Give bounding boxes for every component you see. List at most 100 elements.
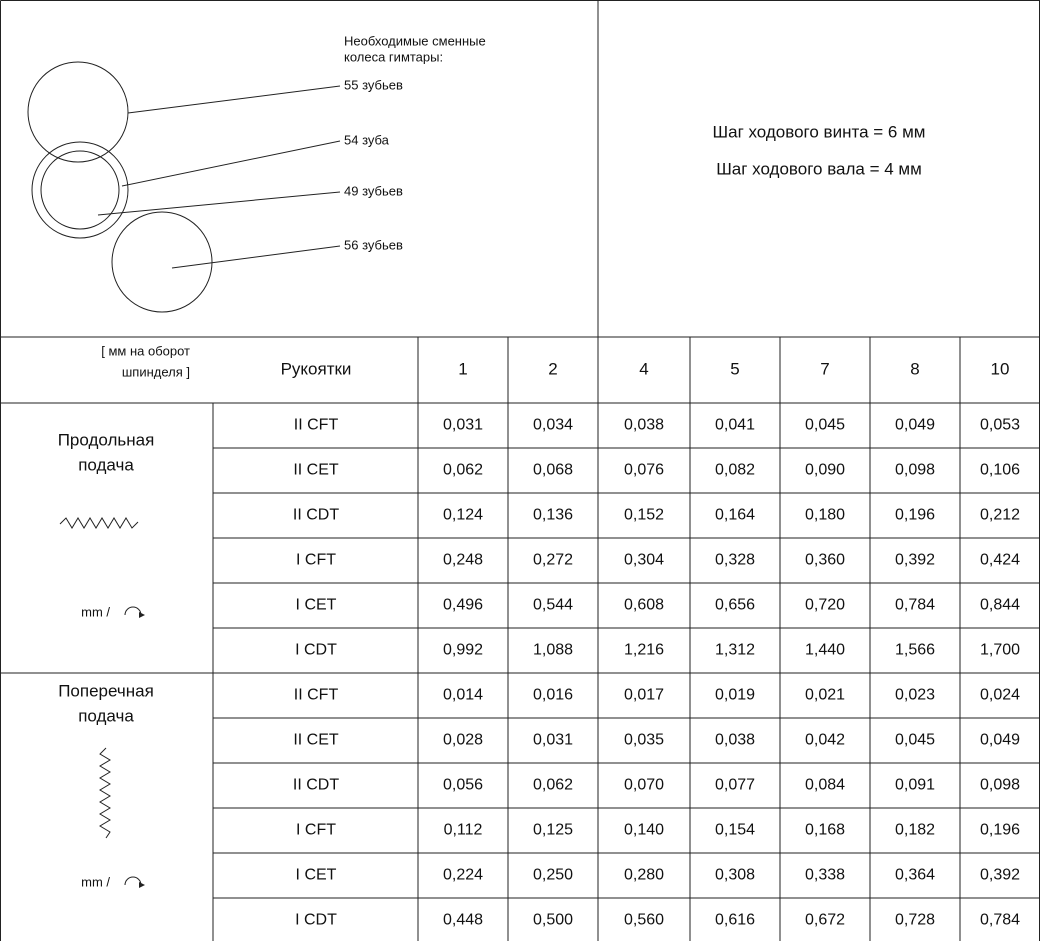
cell-value: 0,392	[895, 552, 935, 569]
cell-value: 0,084	[805, 777, 845, 794]
handle: II CDT	[293, 777, 339, 794]
cell-value: 0,112	[444, 822, 483, 839]
cell-value: 1,700	[980, 642, 1020, 659]
cell-value: 0,068	[533, 462, 573, 479]
cell-value: 0,031	[443, 417, 483, 434]
cell-value: 0,168	[805, 822, 845, 839]
cell-value: 0,062	[443, 462, 483, 479]
cell-value: 0,056	[443, 777, 483, 794]
cell-value: 0,021	[805, 687, 845, 704]
cell-value: 0,784	[980, 912, 1020, 929]
spring-vertical	[99, 747, 111, 839]
cell-value: 0,544	[533, 597, 573, 614]
column-header: 4	[639, 359, 648, 378]
cell-value: 0,038	[624, 417, 664, 434]
cell-value: 0,053	[980, 417, 1020, 434]
cell-value: 0,045	[805, 417, 845, 434]
cell-value: 0,098	[980, 777, 1020, 794]
corner-label: [ мм на оборот	[101, 343, 190, 358]
cell-value: 0,028	[443, 732, 483, 749]
cell-value: 0,182	[895, 822, 935, 839]
cell-value: 0,424	[980, 552, 1020, 569]
cell-value: 0,125	[533, 822, 573, 839]
gear-label: 55 зубьев	[344, 77, 403, 92]
cell-value: 0,076	[624, 462, 664, 479]
gear-label: 54 зуба	[344, 132, 390, 147]
pitch-text: Шаг ходового винта = 6 мм	[713, 122, 926, 141]
section-label: подача	[78, 455, 134, 474]
cell-value: 0,196	[895, 507, 935, 524]
handle: II CFT	[294, 417, 339, 434]
cell-value: 0,338	[805, 867, 845, 884]
section-label: подача	[78, 706, 134, 725]
cell-value: 0,212	[980, 507, 1020, 524]
cell-value: 0,152	[624, 507, 664, 524]
cell-value: 0,024	[980, 687, 1020, 704]
cell-value: 0,608	[624, 597, 664, 614]
cell-value: 0,077	[715, 777, 755, 794]
handle: I CDT	[295, 642, 337, 659]
cell-value: 0,360	[805, 552, 845, 569]
cell-value: 0,034	[533, 417, 573, 434]
handle: I CFT	[296, 552, 336, 569]
cell-value: 0,017	[624, 687, 664, 704]
cell-value: 0,328	[715, 552, 755, 569]
handle: I CDT	[295, 912, 337, 929]
spring-horizontal	[59, 517, 139, 529]
cell-value: 1,440	[805, 642, 845, 659]
column-header: 10	[991, 359, 1010, 378]
gear-title: колеса гимтары:	[344, 49, 443, 64]
cell-value: 0,136	[533, 507, 573, 524]
cell-value: 0,106	[980, 462, 1020, 479]
cell-value: 1,566	[895, 642, 935, 659]
cell-value: 0,728	[895, 912, 935, 929]
column-header: 8	[910, 359, 919, 378]
cell-value: 0,082	[715, 462, 755, 479]
cell-value: 0,992	[443, 642, 483, 659]
cell-value: 1,312	[715, 642, 755, 659]
handle: I CET	[296, 867, 337, 884]
cell-value: 0,031	[533, 732, 573, 749]
cell-value: 0,049	[980, 732, 1020, 749]
cell-value: 0,098	[895, 462, 935, 479]
cell-value: 0,616	[715, 912, 755, 929]
corner-label: шпинделя ]	[122, 364, 190, 379]
cell-value: 0,014	[443, 687, 483, 704]
cell-value: 0,196	[980, 822, 1020, 839]
cell-value: 0,016	[533, 687, 573, 704]
cell-value: 0,070	[624, 777, 664, 794]
cell-value: 0,154	[715, 822, 755, 839]
cell-value: 0,090	[805, 462, 845, 479]
cell-value: 0,019	[715, 687, 755, 704]
unit-label: mm /	[81, 604, 110, 619]
cell-value: 0,248	[443, 552, 483, 569]
cell-value: 0,250	[533, 867, 573, 884]
cell-value: 0,049	[895, 417, 935, 434]
cell-value: 0,308	[715, 867, 755, 884]
cell-value: 0,272	[533, 552, 573, 569]
section-label: Поперечная	[58, 681, 154, 700]
cell-value: 1,216	[624, 642, 664, 659]
cell-value: 0,042	[805, 732, 845, 749]
handle: II CDT	[293, 507, 339, 524]
rotation-icon	[124, 606, 145, 888]
cell-value: 0,280	[624, 867, 664, 884]
gear-diagram	[27, 61, 341, 313]
cell-value: 0,720	[805, 597, 845, 614]
handle: II CET	[293, 732, 339, 749]
handle-header: Рукоятки	[281, 359, 352, 378]
cell-value: 0,091	[895, 777, 935, 794]
cell-value: 0,041	[715, 417, 755, 434]
handle: II CFT	[294, 687, 339, 704]
gear-label: 49 зубьев	[344, 183, 403, 198]
cell-value: 0,035	[624, 732, 664, 749]
cell-value: 0,224	[443, 867, 483, 884]
cell-value: 0,448	[443, 912, 483, 929]
column-header: 1	[458, 359, 467, 378]
cell-value: 0,844	[980, 597, 1020, 614]
pitch-text: Шаг ходового вала = 4 мм	[716, 159, 922, 178]
cell-value: 0,164	[715, 507, 755, 524]
gear-label: 56 зубьев	[344, 237, 403, 252]
cell-value: 0,496	[443, 597, 483, 614]
